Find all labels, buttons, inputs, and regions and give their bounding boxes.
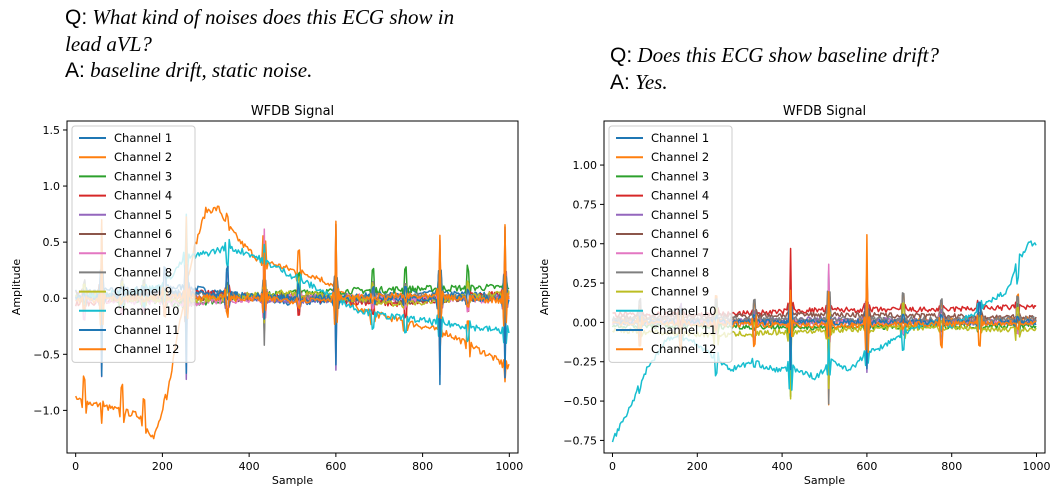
legend-label: Channel 3: [114, 169, 172, 183]
legend-label: Channel 9: [114, 285, 172, 299]
legend-label: Channel 8: [114, 265, 172, 279]
x-tick-label: 200: [687, 460, 708, 473]
legend-label: Channel 7: [651, 246, 709, 260]
legend-label: Channel 6: [114, 227, 172, 241]
legend-label: Channel 4: [651, 189, 709, 203]
qa-block-left: Q: What kind of noises does this ECG sho…: [65, 4, 485, 84]
y-tick-label: −1.0: [33, 404, 60, 417]
y-tick-label: −0.25: [563, 356, 597, 369]
question-label: Q:: [610, 44, 633, 67]
chart-1: WFDB Signal 0 200 400 600 800 1000 −1.0 −0.5 0.0 0…: [10, 104, 523, 487]
y-tick-label: −0.75: [563, 434, 597, 447]
x-tick-label: 1000: [495, 460, 523, 473]
answer-line: A: Yes.: [610, 69, 1050, 96]
question-line: Q: What kind of noises does this ECG sho…: [65, 4, 485, 57]
question-text: Does this ECG show baseline drift?: [637, 43, 940, 67]
x-tick-label: 400: [239, 460, 260, 473]
legend-label: Channel 10: [114, 304, 180, 318]
answer-label: A:: [65, 59, 85, 82]
y-tick-label: 0.0: [43, 292, 61, 305]
legend-label: Channel 3: [651, 169, 709, 183]
legend-label: Channel 4: [114, 189, 172, 203]
x-tick-label: 800: [941, 460, 962, 473]
x-tick-label: 800: [412, 460, 433, 473]
legend-box: [608, 125, 733, 363]
legend-label: Channel 11: [651, 323, 717, 337]
question-line: Q: Does this ECG show baseline drift?: [610, 42, 1050, 69]
answer-line: A: baseline drift, static noise.: [65, 57, 485, 84]
qa-block-right: Q: Does this ECG show baseline drift? A:…: [610, 42, 1050, 96]
x-tick-label: 200: [152, 460, 173, 473]
answer-text: Yes.: [635, 70, 668, 94]
legend-label: Channel 1: [114, 131, 172, 145]
y-tick-label: 1.5: [43, 124, 61, 137]
y-tick-label: 0.50: [573, 238, 598, 251]
y-tick-label: −0.5: [33, 348, 60, 361]
x-tick-label: 1000: [1023, 460, 1051, 473]
legend-label: Channel 5: [651, 208, 709, 222]
y-tick-label: 1.00: [573, 159, 598, 172]
question-label: Q:: [65, 6, 88, 29]
x-tick-label: 600: [325, 460, 346, 473]
legend-label: Channel 1: [651, 131, 709, 145]
y-tick-label: 0.00: [573, 316, 598, 329]
legend-label: Channel 7: [114, 246, 172, 260]
chart-title: WFDB Signal: [251, 104, 334, 119]
legend-label: Channel 5: [114, 208, 172, 222]
x-tick-label: 0: [609, 460, 616, 473]
x-tick-label: 600: [856, 460, 877, 473]
chart-2: WFDB Signal 0 200 400 600 800 1000 −0.75 −0.50 −0…: [538, 104, 1051, 487]
x-tick-label: 0: [72, 460, 79, 473]
series-line-2: [75, 205, 510, 440]
y-tick-label: 0.75: [573, 198, 598, 211]
question-text: What kind of noises does this ECG show i…: [65, 5, 455, 56]
legend-label: Channel 12: [114, 342, 180, 356]
legend-label: Channel 8: [651, 265, 709, 279]
plot-frame: [66, 120, 519, 454]
y-axis-label: Amplitude: [10, 259, 23, 316]
legend-label: Channel 11: [114, 323, 180, 337]
y-tick-label: 1.0: [43, 180, 61, 193]
plot-frame: [603, 120, 1046, 454]
legend-label: Channel 9: [651, 285, 709, 299]
y-axis-label: Amplitude: [538, 259, 551, 316]
legend-label: Channel 2: [114, 150, 172, 164]
y-tick-label: −0.50: [563, 395, 597, 408]
x-axis-label: Sample: [804, 474, 845, 487]
chart-title: WFDB Signal: [783, 104, 866, 119]
x-tick-label: 400: [772, 460, 793, 473]
legend-label: Channel 10: [651, 304, 717, 318]
y-tick-label: 0.25: [573, 277, 598, 290]
y-tick-label: 0.5: [43, 236, 61, 249]
legend-label: Channel 12: [651, 342, 717, 356]
x-axis-label: Sample: [272, 474, 313, 487]
answer-text: baseline drift, static noise.: [90, 58, 313, 82]
legend-label: Channel 2: [651, 150, 709, 164]
legend-box: [71, 125, 196, 363]
legend-label: Channel 6: [651, 227, 709, 241]
answer-label: A:: [610, 71, 630, 94]
